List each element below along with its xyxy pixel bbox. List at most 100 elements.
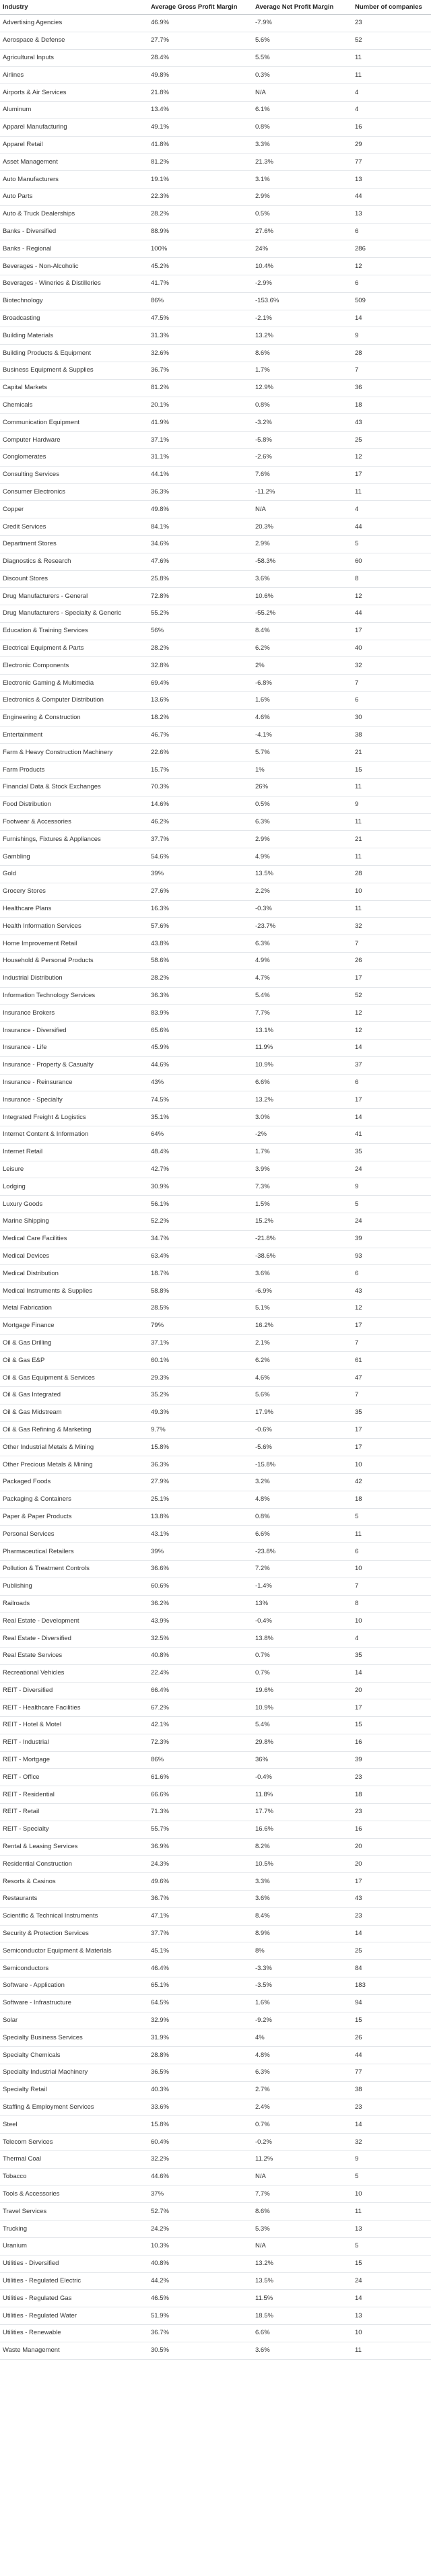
- gross-margin-cell: 44.1%: [148, 466, 253, 484]
- table-row: Medical Devices 63.4% -38.6% 93: [0, 1248, 431, 1266]
- table-row: Telecom Services 60.4% -0.2% 32: [0, 2133, 431, 2152]
- industry-cell: REIT - Retail: [0, 1803, 148, 1821]
- company-count-cell: 21: [352, 830, 431, 849]
- industry-cell: Farm & Heavy Construction Machinery: [0, 743, 148, 762]
- table-row: Department Stores 34.6% 2.9% 5: [0, 535, 431, 553]
- industry-margins-table: Industry Average Gross Profit Margin Ave…: [0, 0, 431, 2360]
- table-row: Publishing 60.6% -1.4% 7: [0, 1578, 431, 1596]
- header-industry[interactable]: Industry: [0, 0, 148, 15]
- industry-cell: Insurance - Life: [0, 1039, 148, 1057]
- industry-cell: Marine Shipping: [0, 1213, 148, 1231]
- table-row: Insurance - Reinsurance 43% 6.6% 6: [0, 1074, 431, 1092]
- company-count-cell: 18: [352, 1786, 431, 1804]
- header-net-margin[interactable]: Average Net Profit Margin: [253, 0, 352, 15]
- table-row: Utilities - Renewable 36.7% 6.6% 10: [0, 2324, 431, 2342]
- net-margin-cell: -38.6%: [253, 1248, 352, 1266]
- company-count-cell: 26: [352, 2029, 431, 2047]
- industry-cell: Scientific & Technical Instruments: [0, 1907, 148, 1926]
- gross-margin-cell: 19.1%: [148, 170, 253, 189]
- net-margin-cell: -0.3%: [253, 900, 352, 918]
- industry-cell: Apparel Manufacturing: [0, 118, 148, 137]
- net-margin-cell: 10.9%: [253, 1699, 352, 1718]
- gross-margin-cell: 70.3%: [148, 778, 253, 796]
- gross-margin-cell: 37.7%: [148, 1925, 253, 1943]
- gross-margin-cell: 18.7%: [148, 1264, 253, 1283]
- gross-margin-cell: 67.2%: [148, 1699, 253, 1718]
- industry-cell: Packaging & Containers: [0, 1491, 148, 1509]
- gross-margin-cell: 49.1%: [148, 118, 253, 137]
- industry-cell: Internet Retail: [0, 1143, 148, 1161]
- industry-cell: Semiconductors: [0, 1959, 148, 1978]
- company-count-cell: 17: [352, 970, 431, 988]
- gross-margin-cell: 48.4%: [148, 1143, 253, 1161]
- net-margin-cell: 8.4%: [253, 1907, 352, 1926]
- industry-cell: Industrial Distribution: [0, 970, 148, 988]
- gross-margin-cell: 37.7%: [148, 830, 253, 849]
- gross-margin-cell: 36.3%: [148, 483, 253, 502]
- table-row: Tobacco 44.6% N/A 5: [0, 2168, 431, 2186]
- table-row: Rental & Leasing Services 36.9% 8.2% 20: [0, 1838, 431, 1856]
- net-margin-cell: 6.3%: [253, 935, 352, 953]
- industry-cell: Advertising Agencies: [0, 14, 148, 32]
- net-margin-cell: 0.7%: [253, 2115, 352, 2134]
- industry-cell: Insurance - Diversified: [0, 1021, 148, 1040]
- table-row: REIT - Healthcare Facilities 67.2% 10.9% 17: [0, 1699, 431, 1718]
- company-count-cell: 8: [352, 1595, 431, 1613]
- net-margin-cell: 2.4%: [253, 2099, 352, 2117]
- industry-cell: Building Materials: [0, 327, 148, 345]
- industry-cell: Tobacco: [0, 2168, 148, 2186]
- company-count-cell: 32: [352, 917, 431, 936]
- net-margin-cell: 3.2%: [253, 1473, 352, 1491]
- company-count-cell: 32: [352, 2133, 431, 2152]
- net-margin-cell: 10.6%: [253, 587, 352, 606]
- table-row: Oil & Gas Integrated 35.2% 5.6% 7: [0, 1386, 431, 1404]
- table-row: Insurance - Property & Casualty 44.6% 10.9…: [0, 1056, 431, 1075]
- gross-margin-cell: 40.3%: [148, 2081, 253, 2099]
- net-margin-cell: 26%: [253, 778, 352, 796]
- gross-margin-cell: 32.2%: [148, 2150, 253, 2169]
- company-count-cell: 5: [352, 2237, 431, 2256]
- company-count-cell: 17: [352, 1872, 431, 1891]
- net-margin-cell: 2.2%: [253, 883, 352, 901]
- gross-margin-cell: 24.2%: [148, 2220, 253, 2238]
- table-row: Residential Construction 24.3% 10.5% 20: [0, 1855, 431, 1874]
- industry-cell: Uranium: [0, 2237, 148, 2256]
- gross-margin-cell: 21.8%: [148, 83, 253, 102]
- industry-cell: Electrical Equipment & Parts: [0, 640, 148, 658]
- gross-margin-cell: 30.5%: [148, 2342, 253, 2360]
- gross-margin-cell: 36.7%: [148, 2324, 253, 2342]
- net-margin-cell: 4.9%: [253, 848, 352, 867]
- industry-cell: Other Industrial Metals & Mining: [0, 1438, 148, 1457]
- industry-cell: Banks - Diversified: [0, 223, 148, 241]
- company-count-cell: 4: [352, 83, 431, 102]
- industry-cell: Gambling: [0, 848, 148, 867]
- gross-margin-cell: 56%: [148, 622, 253, 640]
- gross-margin-cell: 42.1%: [148, 1716, 253, 1734]
- industry-cell: Luxury Goods: [0, 1195, 148, 1213]
- table-row: Beverages - Wineries & Distilleries 41.7%…: [0, 275, 431, 293]
- industry-cell: Entertainment: [0, 726, 148, 745]
- header-gross-margin[interactable]: Average Gross Profit Margin: [148, 0, 253, 15]
- net-margin-cell: 16.6%: [253, 1821, 352, 1839]
- industry-cell: Medical Devices: [0, 1248, 148, 1266]
- net-margin-cell: 2.9%: [253, 535, 352, 553]
- net-margin-cell: 3.9%: [253, 1161, 352, 1179]
- industry-cell: Oil & Gas Drilling: [0, 1334, 148, 1353]
- table-row: Broadcasting 47.5% -2.1% 14: [0, 310, 431, 328]
- net-margin-cell: 2%: [253, 656, 352, 675]
- gross-margin-cell: 51.9%: [148, 2307, 253, 2325]
- table-row: Diagnostics & Research 47.6% -58.3% 60: [0, 553, 431, 571]
- industry-cell: Airlines: [0, 66, 148, 85]
- industry-cell: Waste Management: [0, 2342, 148, 2360]
- header-company-count[interactable]: Number of companies: [352, 0, 431, 15]
- net-margin-cell: 11.8%: [253, 1786, 352, 1804]
- table-row: Household & Personal Products 58.6% 4.9% 26: [0, 952, 431, 970]
- gross-margin-cell: 15.8%: [148, 1438, 253, 1457]
- table-row: Pollution & Treatment Controls 36.6% 7.2% 1…: [0, 1560, 431, 1578]
- company-count-cell: 29: [352, 136, 431, 154]
- company-count-cell: 7: [352, 935, 431, 953]
- company-count-cell: 11: [352, 2342, 431, 2360]
- industry-cell: REIT - Diversified: [0, 1682, 148, 1700]
- gross-margin-cell: 27.9%: [148, 1473, 253, 1491]
- company-count-cell: 36: [352, 379, 431, 397]
